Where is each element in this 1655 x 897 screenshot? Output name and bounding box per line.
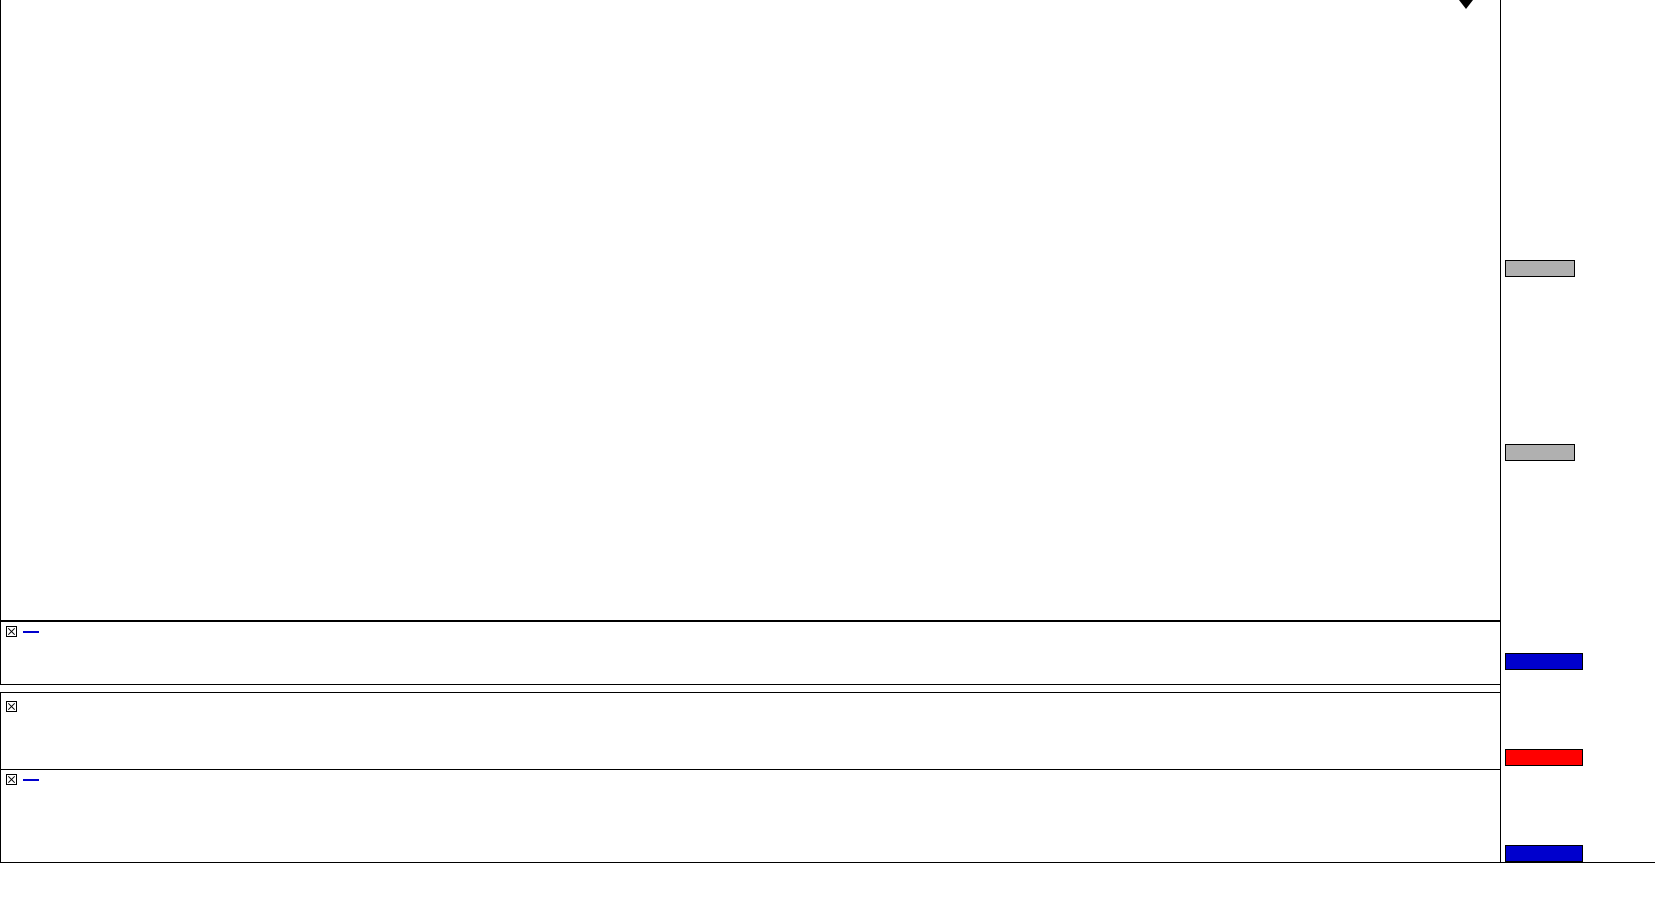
stoch-close-icon[interactable] xyxy=(6,701,17,712)
time-axis-right xyxy=(1500,862,1655,897)
axis-spine xyxy=(1500,0,1501,862)
stoch-svg xyxy=(1,693,1501,769)
volume-close-icon[interactable] xyxy=(6,774,17,785)
time-axis[interactable] xyxy=(0,862,1500,897)
price-plot-area[interactable] xyxy=(1,0,1501,620)
volume-plot-area[interactable] xyxy=(1,770,1501,862)
stoch-panel[interactable] xyxy=(0,692,1501,770)
rsi-svg xyxy=(1,622,1501,684)
volume-swatch-icon xyxy=(23,778,39,781)
rsi-close-icon[interactable] xyxy=(6,626,17,637)
price-chart-panel[interactable] xyxy=(0,0,1501,621)
volume-svg xyxy=(1,770,1501,862)
ma-value-badge xyxy=(1505,260,1575,277)
stoch-value-badge xyxy=(1505,749,1583,766)
volume-panel[interactable] xyxy=(0,769,1501,863)
crosshair-marker-icon xyxy=(1459,0,1473,9)
rsi-value-badge xyxy=(1505,653,1583,670)
current-price-badge xyxy=(1505,444,1575,461)
stoch-plot-area[interactable] xyxy=(1,693,1501,769)
rsi-plot-area[interactable] xyxy=(1,622,1501,684)
rsi-panel[interactable] xyxy=(0,621,1501,685)
value-axis[interactable] xyxy=(1500,0,1655,897)
rsi-legend[interactable] xyxy=(6,626,39,637)
volume-value-badge xyxy=(1505,845,1583,862)
rsi-line-swatch-icon xyxy=(23,630,39,633)
stoch-legend[interactable] xyxy=(6,701,35,712)
price-svg xyxy=(1,0,1501,620)
volume-legend[interactable] xyxy=(6,774,39,785)
